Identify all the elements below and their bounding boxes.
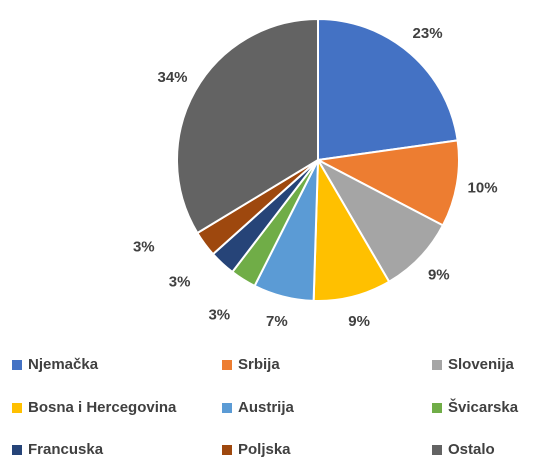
legend-swatch: [12, 445, 22, 455]
data-label: 34%: [158, 69, 188, 86]
legend-swatch: [432, 360, 442, 370]
legend-label: Poljska: [238, 441, 291, 458]
data-label: 9%: [428, 266, 450, 283]
data-label: 3%: [169, 274, 191, 291]
legend-label: Austrija: [238, 399, 295, 416]
legend-swatch: [222, 360, 232, 370]
legend-swatch: [12, 403, 22, 413]
pie-slice: [317, 17, 459, 162]
data-label: 3%: [208, 306, 230, 323]
legend-swatch: [432, 403, 442, 413]
legend-label: Ostalo: [448, 441, 495, 458]
pie-slice: [314, 139, 460, 227]
legend-swatch: [222, 403, 232, 413]
data-label: 23%: [413, 25, 443, 42]
data-label: 7%: [266, 313, 288, 330]
legend-label: Švicarska: [448, 398, 519, 416]
data-label: 9%: [348, 313, 370, 330]
legend-label: Bosna i Hercegovina: [28, 399, 177, 416]
data-label: 3%: [133, 238, 155, 255]
legend-label: Njemačka: [28, 356, 99, 373]
data-label: 10%: [468, 179, 498, 196]
legend-swatch: [432, 445, 442, 455]
legend-label: Francuska: [28, 441, 104, 458]
legend-label: Slovenija: [448, 356, 515, 373]
legend-label: Srbija: [238, 356, 280, 373]
pie-slice: [176, 17, 319, 235]
legend-swatch: [222, 445, 232, 455]
legend-swatch: [12, 360, 22, 370]
